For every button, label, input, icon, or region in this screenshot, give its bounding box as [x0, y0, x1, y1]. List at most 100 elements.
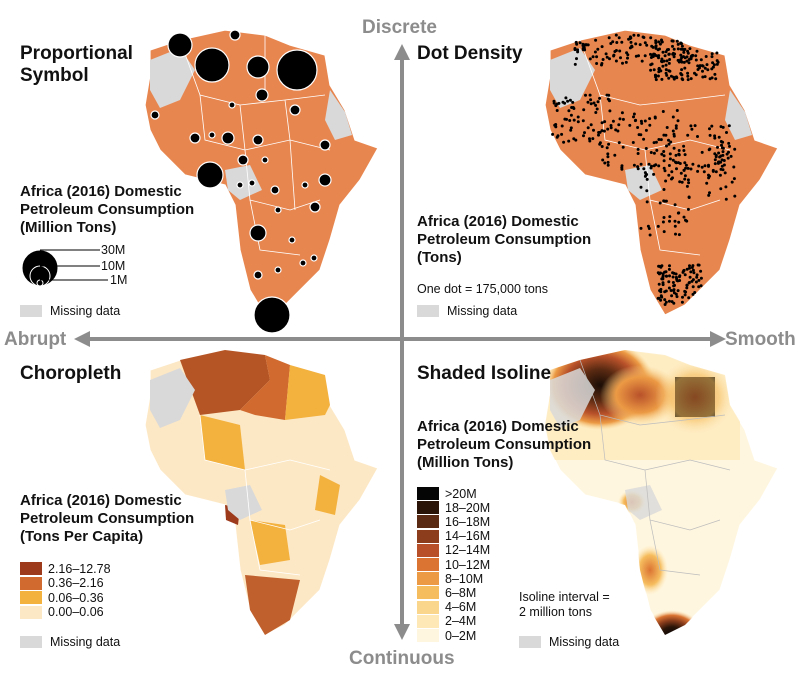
density-dot	[659, 287, 663, 291]
density-dot	[663, 199, 667, 203]
density-dot	[682, 144, 686, 148]
density-dot	[608, 109, 612, 113]
density-dot	[589, 98, 593, 102]
density-dot	[606, 163, 610, 167]
density-dot	[708, 127, 711, 131]
legend-class-row: 14–16M	[417, 529, 490, 543]
legend-class-row: 18–20M	[417, 500, 491, 515]
density-dot	[595, 55, 599, 59]
density-dot	[637, 54, 640, 58]
density-dot	[588, 57, 592, 61]
density-dot	[700, 165, 704, 169]
density-dot	[689, 57, 693, 61]
density-dot	[568, 119, 572, 122]
density-dot	[561, 100, 565, 104]
density-dot	[682, 60, 686, 64]
density-dot	[668, 264, 671, 268]
proportional-symbol	[274, 266, 282, 274]
density-dot	[686, 74, 690, 78]
density-dot	[700, 150, 704, 154]
density-dot	[691, 162, 695, 166]
density-dot	[684, 166, 688, 170]
density-dot	[594, 38, 598, 42]
density-dot	[660, 60, 664, 64]
density-dot	[647, 162, 651, 166]
density-dot	[680, 44, 684, 48]
density-dot	[672, 55, 676, 59]
density-dot	[684, 290, 688, 294]
legend-label: 16–18M	[445, 514, 491, 529]
density-dot	[664, 63, 668, 67]
density-dot	[717, 135, 721, 139]
density-dot	[572, 107, 576, 110]
density-dot	[657, 272, 661, 276]
density-dot	[593, 50, 597, 54]
proportional-symbol	[150, 110, 160, 120]
density-dot	[564, 96, 568, 100]
density-dot	[689, 167, 693, 171]
density-dot	[703, 66, 707, 70]
legend-label: 12–14M	[445, 543, 491, 558]
density-dot	[643, 41, 647, 45]
proportional-symbol-map	[144, 29, 379, 334]
density-dot	[718, 155, 722, 159]
density-dot	[645, 189, 649, 193]
density-dot	[675, 39, 679, 43]
density-dot	[674, 272, 678, 276]
density-dot	[629, 40, 633, 44]
density-dot	[698, 66, 701, 70]
density-dot	[678, 279, 682, 282]
density-dot	[678, 162, 682, 165]
density-dot	[665, 144, 668, 148]
density-dot	[602, 129, 606, 133]
density-dot	[572, 118, 576, 122]
density-dot	[719, 125, 723, 129]
density-dot	[658, 201, 662, 205]
density-dot	[628, 123, 632, 127]
legend-label: >20M	[445, 486, 477, 501]
density-dot	[719, 187, 723, 191]
density-dot	[667, 286, 671, 290]
density-dot	[664, 179, 668, 183]
density-dot	[612, 54, 616, 58]
class-high-south	[245, 575, 300, 635]
density-dot	[672, 134, 676, 138]
density-dot	[583, 131, 586, 135]
density-dot	[661, 220, 665, 224]
density-dot	[668, 152, 672, 156]
choropleth-legend-title: Africa (2016) Domestic Petroleum Consump…	[20, 492, 195, 545]
density-dot	[645, 43, 649, 47]
legend-value-10m: 10M	[101, 259, 126, 273]
density-dot	[609, 42, 613, 45]
density-dot	[659, 294, 663, 298]
density-dot	[613, 50, 617, 53]
density-dot	[569, 128, 573, 132]
density-dot	[656, 296, 660, 300]
density-dot	[677, 153, 681, 157]
density-dot	[671, 281, 675, 284]
density-dot	[606, 127, 610, 131]
density-dot	[617, 36, 621, 40]
legend-label: 18–20M	[445, 500, 491, 515]
density-dot	[698, 64, 702, 68]
density-dot	[554, 125, 558, 129]
class-med-east	[285, 365, 330, 420]
legend-swatch	[417, 487, 439, 500]
density-dot	[722, 159, 726, 162]
density-dot	[660, 57, 664, 61]
density-dot	[651, 45, 655, 49]
proportional-symbol	[318, 173, 332, 187]
density-dot	[659, 138, 663, 142]
density-dot	[575, 57, 578, 61]
density-dot	[676, 211, 680, 215]
density-dot	[694, 58, 698, 62]
class-med-sahel	[200, 415, 245, 470]
density-dot	[653, 115, 657, 119]
density-dot	[661, 64, 665, 68]
missing-region-central	[225, 165, 262, 200]
density-dot	[732, 177, 736, 181]
proportional-symbol	[255, 88, 269, 102]
class-high-northeast	[240, 355, 290, 420]
proportional-symbol	[208, 131, 216, 139]
density-dot	[667, 61, 671, 65]
